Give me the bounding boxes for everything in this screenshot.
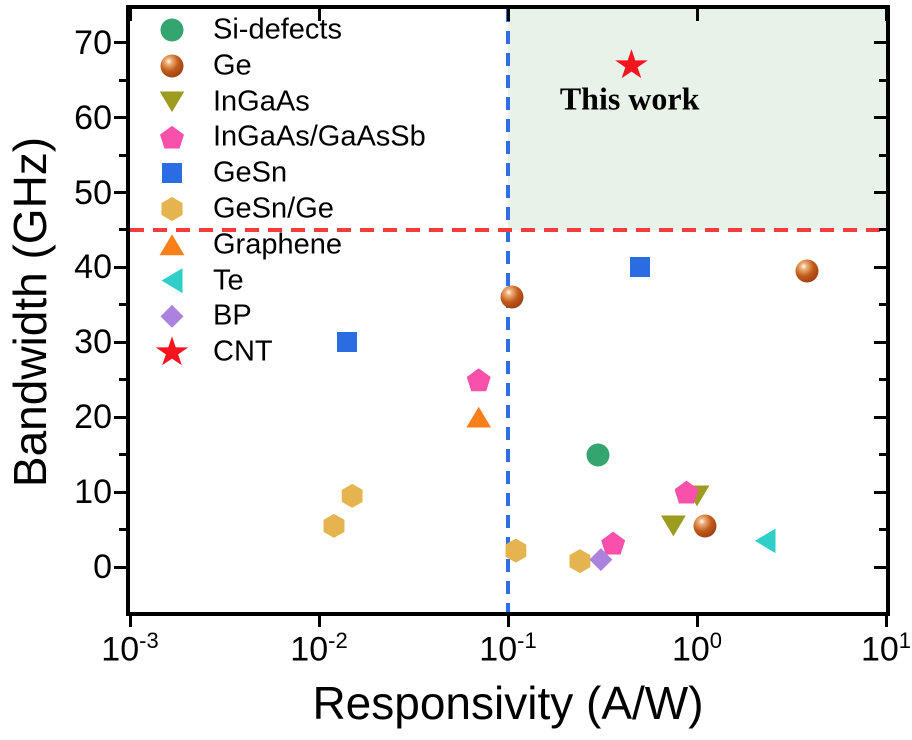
legend-label: GeSn [213, 156, 288, 189]
legend-label: InGaAs/GaAsSb [213, 120, 426, 153]
Ge-legend-marker [160, 54, 184, 78]
x-tick-label: 10-2 [264, 628, 374, 669]
y-major-tick-left [114, 41, 126, 45]
y-minor-tick-left [119, 153, 126, 157]
y-tick-label: 0 [93, 548, 112, 587]
y-major-tick-left [114, 265, 126, 269]
legend-label: InGaAs [213, 85, 310, 118]
x-major-tick-bottom [128, 616, 132, 627]
plot-area [126, 5, 890, 616]
y-major-tick-left [114, 415, 126, 419]
x-tick-base: 10 [479, 630, 518, 669]
x-tick-exponent: -2 [328, 628, 348, 653]
y-axis-label: Bandwidth (GHz) [4, 136, 56, 488]
y-tick-label: 60 [74, 98, 112, 137]
x-major-tick-bottom [695, 616, 699, 627]
x-tick-base: 10 [101, 630, 140, 669]
x-tick-exponent: 1 [898, 628, 912, 653]
y-minor-tick-left [119, 453, 126, 457]
x-major-tick-bottom [884, 616, 888, 627]
x-tick-label: 100 [642, 628, 752, 669]
x-axis-label: Responsivity (A/W) [312, 677, 704, 729]
x-tick-base: 10 [671, 630, 710, 669]
GeSn-Ge-legend-marker [161, 197, 183, 221]
annotation-this-work: This work [559, 80, 700, 117]
vertical-dashed-reference-line [506, 9, 510, 612]
horizontal-dashed-reference-line [130, 227, 886, 232]
Si-defects-legend-marker [160, 18, 184, 42]
y-minor-tick-left [119, 228, 126, 232]
x-tick-exponent: -3 [139, 628, 159, 653]
legend-label: Ge [213, 49, 252, 82]
y-minor-tick-left [119, 378, 126, 382]
y-major-tick-left [114, 490, 126, 494]
y-major-tick-left [114, 116, 126, 120]
highlight-region [508, 9, 886, 230]
legend-label: BP [213, 299, 252, 332]
legend-label: CNT [213, 335, 273, 368]
x-tick-label: 10-3 [75, 628, 185, 669]
x-tick-exponent: 0 [709, 628, 723, 653]
BP-legend-marker [160, 304, 184, 328]
GeSn-legend-marker [162, 163, 182, 184]
y-major-tick-left [114, 340, 126, 344]
y-major-tick-left [114, 191, 126, 195]
x-major-tick-bottom [506, 616, 510, 627]
legend-label: Graphene [213, 228, 342, 261]
InGaAs-GaAsSb-legend-marker [160, 125, 184, 149]
y-tick-label: 70 [74, 23, 112, 62]
x-tick-exponent: -1 [517, 628, 537, 653]
x-tick-base: 10 [860, 630, 899, 669]
x-tick-label: 10-1 [453, 628, 563, 669]
y-minor-tick-left [119, 303, 126, 307]
x-tick-base: 10 [290, 630, 329, 669]
legend-label: Te [213, 264, 244, 297]
y-major-tick-left [114, 565, 126, 569]
y-minor-tick-left [119, 78, 126, 82]
x-tick-label: 101 [831, 628, 912, 669]
legend-label: Si-defects [213, 13, 342, 46]
x-major-tick-bottom [317, 616, 321, 627]
y-minor-tick-left [119, 528, 126, 532]
legend-label: GeSn/Ge [213, 192, 334, 225]
